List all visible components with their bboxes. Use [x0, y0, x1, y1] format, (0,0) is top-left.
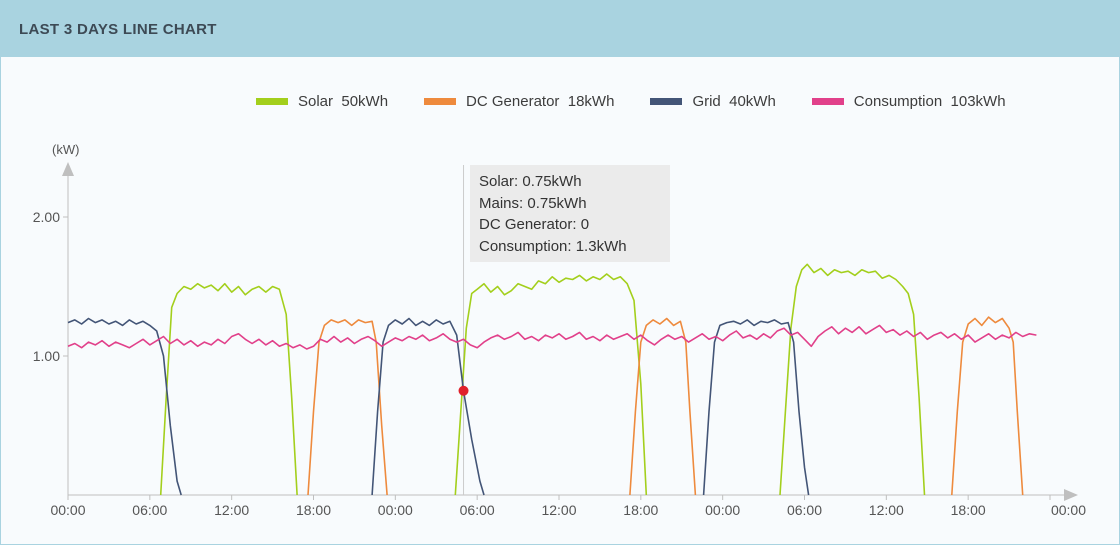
- legend-swatch-dc-generator: [424, 97, 457, 105]
- x-tick-label: 00:00: [50, 502, 85, 518]
- series-line-grid-kwh: [702, 319, 810, 496]
- x-tick-label: 06:00: [787, 502, 822, 518]
- legend-item-solar[interactable]: Solar 50kWh: [256, 93, 388, 110]
- tooltip-mains: Mains: 0.75kWh: [479, 194, 587, 212]
- legend-label-dc-generator: DC Generator 18kWh: [466, 92, 615, 110]
- tooltip-consumption: Consumption: 1.3kWh: [479, 237, 627, 255]
- x-tick-label: 12:00: [869, 502, 904, 518]
- panel-header: LAST 3 DAYS LINE CHART: [1, 1, 1119, 57]
- legend-label-grid: Grid 40kWh: [692, 92, 776, 110]
- series-line-grid-kwh: [67, 317, 182, 496]
- y-axis-arrow-icon: [62, 162, 74, 176]
- x-tick-label: 12:00: [541, 502, 576, 518]
- x-tick-label: 06:00: [460, 502, 495, 518]
- x-axis-arrow-icon: [1064, 489, 1078, 501]
- series-line-dc-generator-kwh: [307, 319, 388, 496]
- series-line-solar-kwh: [159, 282, 298, 496]
- legend-swatch-grid: [650, 97, 683, 105]
- x-tick-label: 00:00: [378, 502, 413, 518]
- y-tick-label: 1.00: [33, 348, 60, 364]
- x-tick-label: 18:00: [296, 502, 331, 518]
- panel-title: LAST 3 DAYS LINE CHART: [19, 21, 217, 38]
- series-line-dc-generator-kwh: [629, 317, 697, 496]
- series-line-dc-generator-kwh: [951, 316, 1024, 496]
- series-line-solar-kwh: [454, 273, 648, 496]
- series-line-consumption-kwh: [67, 324, 1037, 350]
- x-tick-label: 00:00: [1051, 502, 1086, 518]
- x-tick-label: 18:00: [623, 502, 658, 518]
- legend-swatch-solar: [256, 97, 288, 105]
- y-tick-label: 2.00: [33, 209, 60, 225]
- legend-label-solar: Solar 50kWh: [298, 92, 389, 110]
- legend-label-consumption: Consumption 103kWh: [853, 92, 1006, 110]
- chart-legend: Solar 50kWh DC Generator 18kWh Grid 40kW…: [256, 90, 1042, 112]
- legend-item-consumption[interactable]: Consumption 103kWh: [811, 92, 1006, 110]
- tooltip-solar: Solar: 0.75kWh: [479, 173, 582, 190]
- series-line-solar-kwh: [779, 263, 926, 496]
- x-tick-label: 06:00: [132, 502, 167, 518]
- series-line-grid-kwh: [371, 317, 485, 496]
- tooltip-dc-generator: DC Generator: 0: [479, 216, 590, 233]
- y-axis-unit-label: (kW): [52, 142, 79, 157]
- highlight-point[interactable]: [458, 385, 469, 396]
- legend-item-grid[interactable]: Grid 40kWh: [650, 92, 776, 110]
- chart-tooltip: Solar: 0.75kWh Mains: 0.75kWh DC Generat…: [470, 165, 670, 262]
- legend-swatch-consumption: [811, 97, 844, 105]
- legend-item-dc-generator[interactable]: DC Generator 18kWh: [424, 93, 614, 110]
- x-tick-label: 12:00: [214, 502, 249, 518]
- x-tick-label: 00:00: [705, 502, 740, 518]
- x-tick-label: 18:00: [951, 502, 986, 518]
